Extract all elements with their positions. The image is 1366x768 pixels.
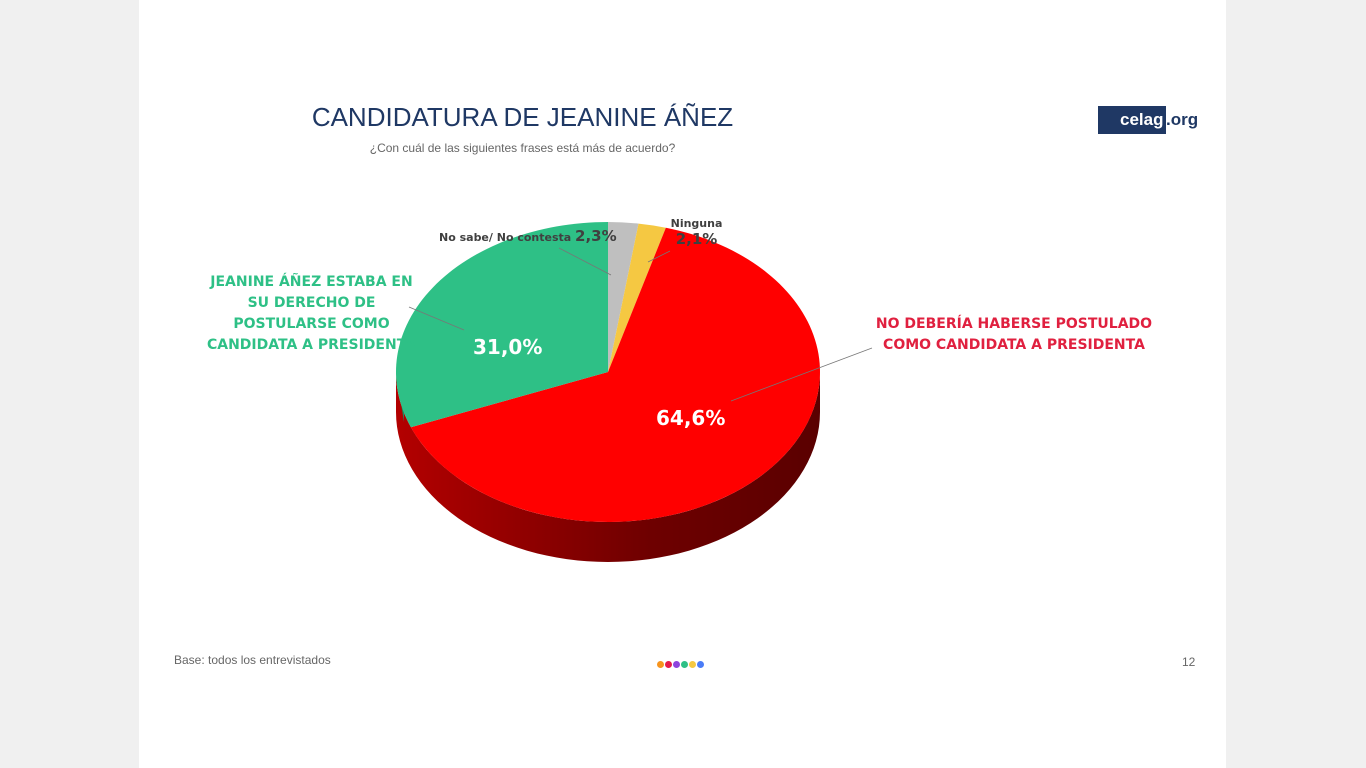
value-red: 64,6% (656, 406, 726, 430)
celag-logo: celag .org (1098, 106, 1198, 134)
brand-dot (689, 661, 696, 668)
slide: CANDIDATURA DE JEANINE ÁÑEZ ¿Con cuál de… (139, 0, 1226, 768)
brand-dot (665, 661, 672, 668)
value-green: 31,0% (473, 335, 543, 359)
label-green: JEANINE ÁÑEZ ESTABA EN SU DERECHO DE POS… (206, 274, 416, 353)
label-red: NO DEBERÍA HABERSE POSTULADO COMO CANDID… (875, 316, 1153, 353)
brand-dots (657, 661, 704, 668)
base-note: Base: todos los entrevistados (174, 653, 331, 667)
page-number: 12 (1182, 655, 1196, 669)
pie-slice-0 (608, 222, 639, 372)
chart-title: CANDIDATURA DE JEANINE ÁÑEZ (311, 102, 734, 132)
pie-side (396, 372, 820, 562)
brand-dot (657, 661, 664, 668)
label-nsnc: No sabe/ No contesta 2,3% (439, 227, 617, 245)
chart-subtitle: ¿Con cuál de las siguientes frases está … (369, 141, 676, 155)
brand-dot (681, 661, 688, 668)
brand-dot (697, 661, 704, 668)
leader-line-green (408, 306, 465, 331)
pie-chart (395, 222, 873, 562)
leader-line-red (730, 347, 873, 402)
leader-line-ninguna (647, 250, 671, 263)
pie-slice-3 (395, 222, 608, 428)
leader-line-nsnc (558, 247, 612, 276)
label-ninguna: Ninguna 2,1% (670, 217, 723, 248)
pie-slice-2 (410, 227, 820, 522)
brand-dot (673, 661, 680, 668)
